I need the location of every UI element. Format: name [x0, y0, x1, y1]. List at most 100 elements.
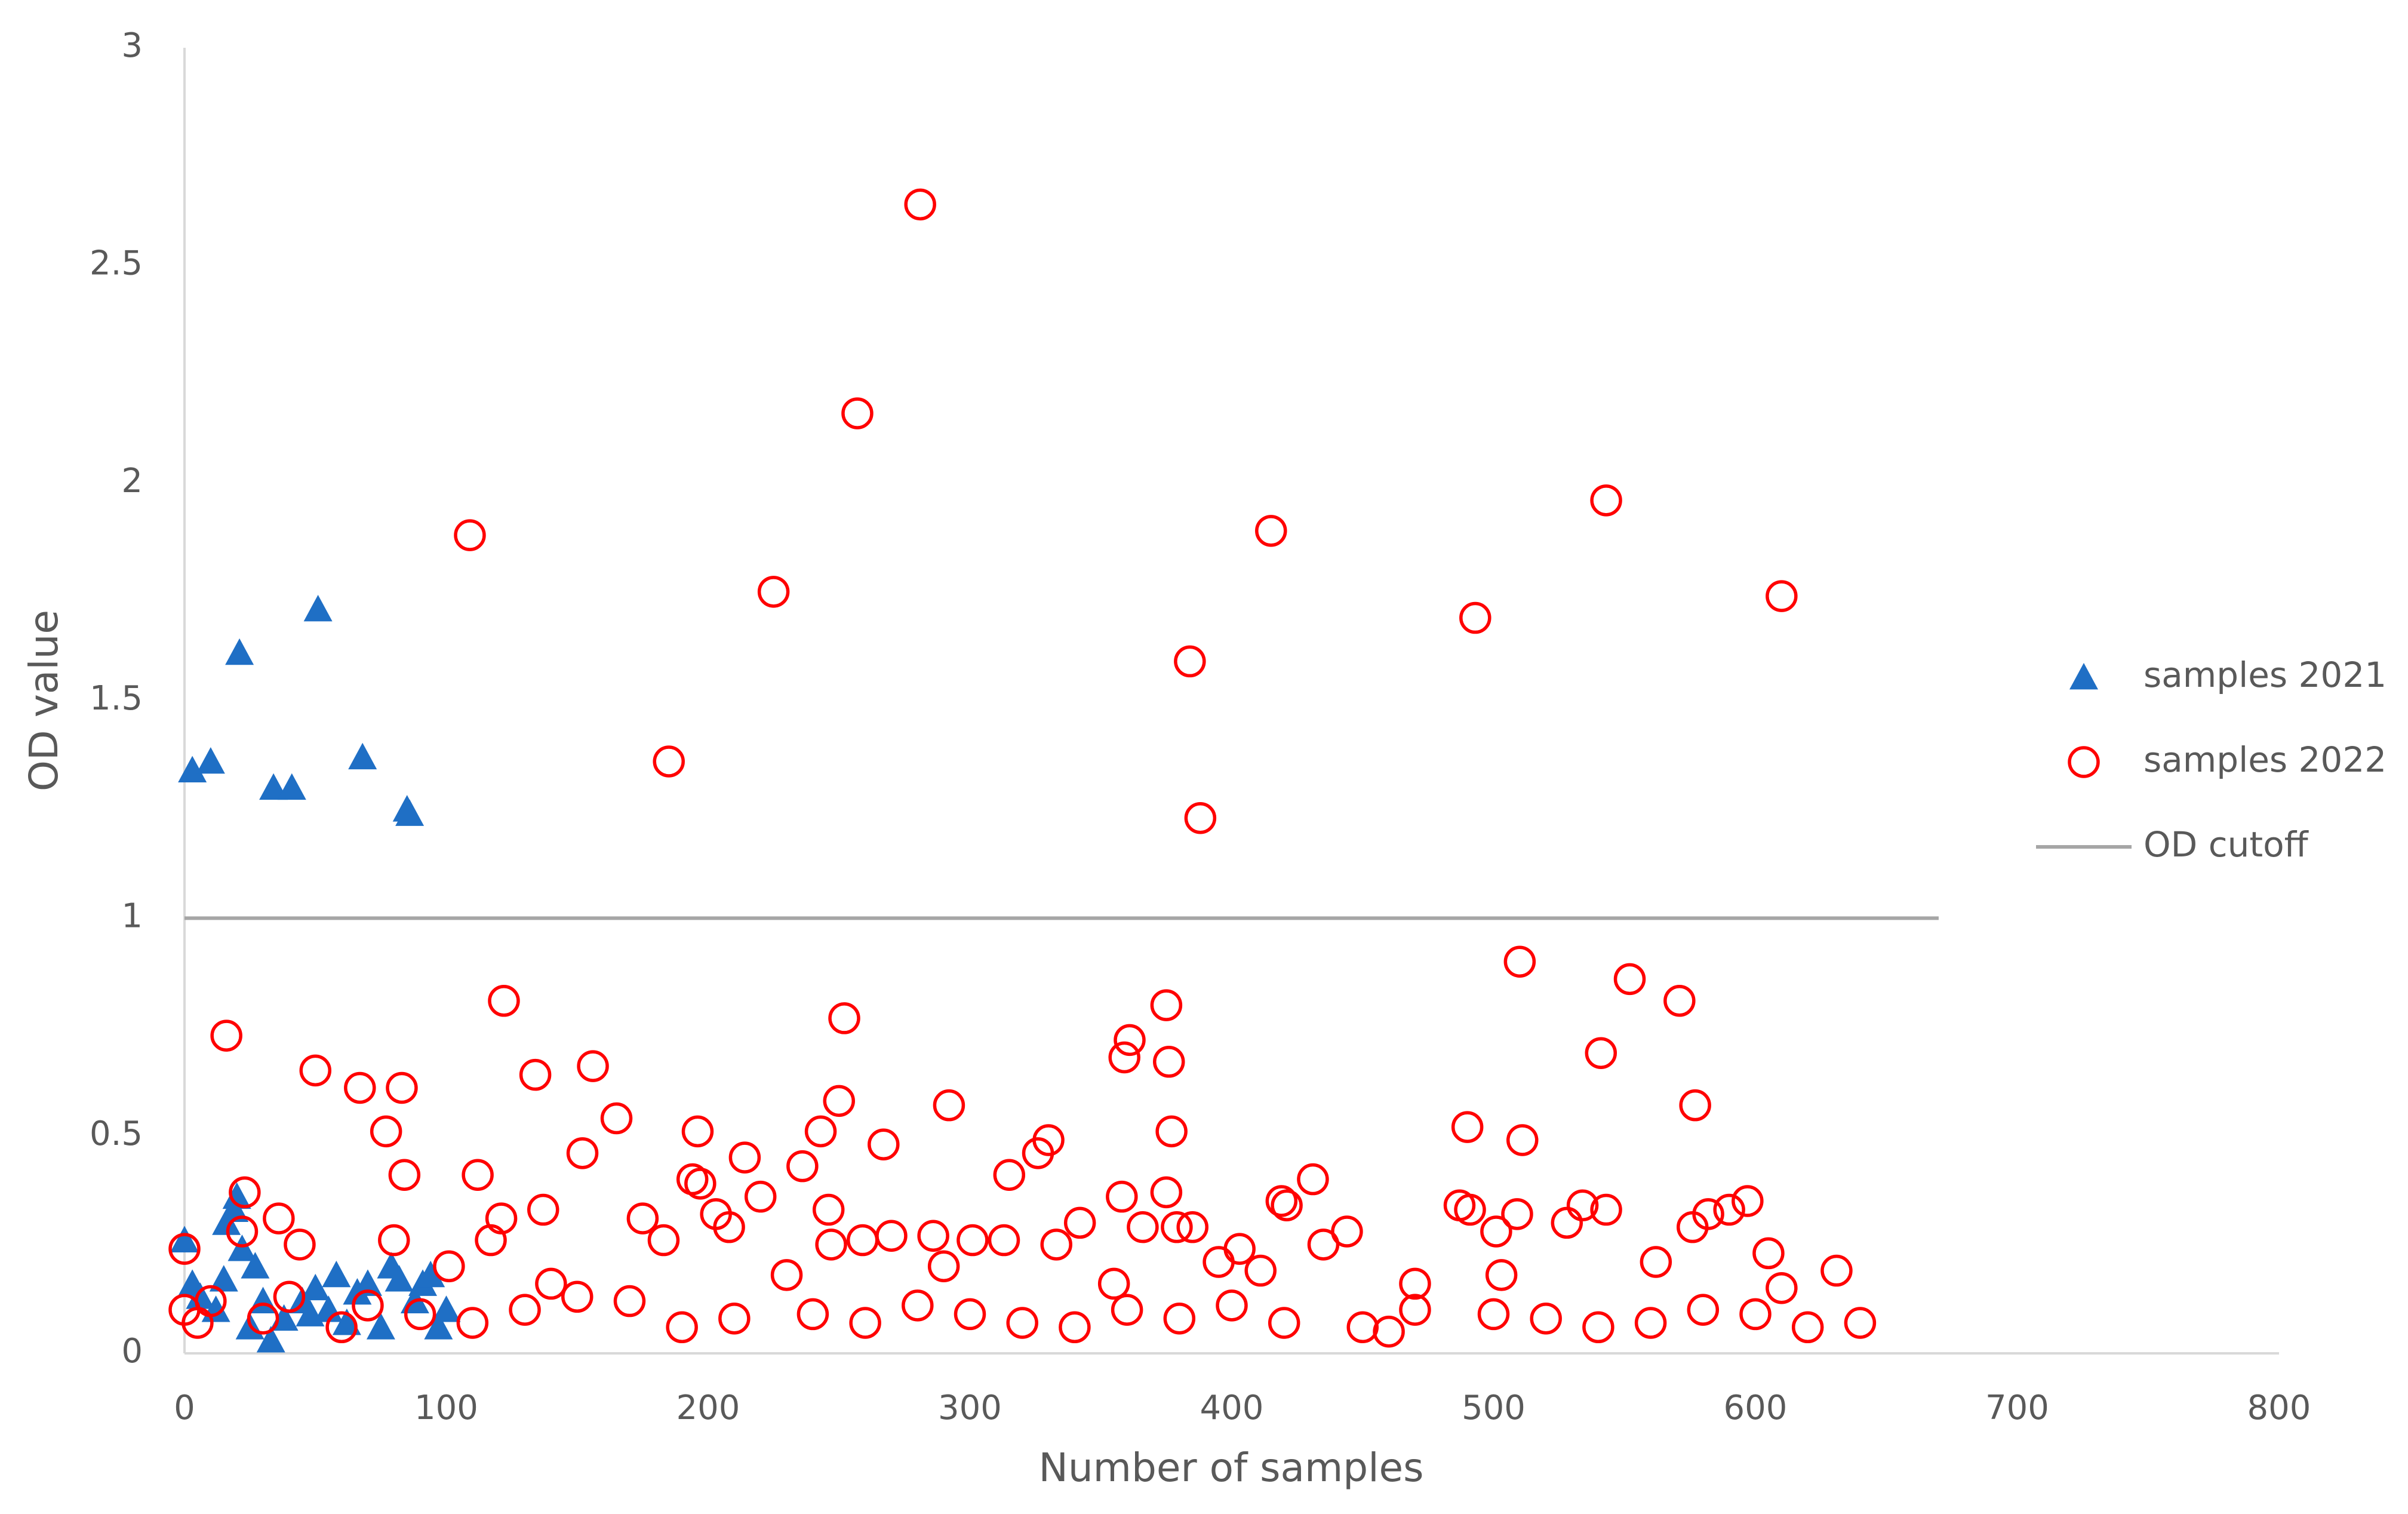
point — [1663, 985, 1696, 1017]
point — [728, 1141, 761, 1174]
legend-swatch — [2069, 663, 2098, 690]
point — [277, 773, 306, 800]
point — [195, 1285, 227, 1318]
point — [1022, 1137, 1054, 1169]
point — [1766, 580, 1798, 612]
point — [366, 1313, 395, 1340]
point — [796, 1298, 829, 1331]
x-tick-label: 500 — [1462, 1389, 1526, 1427]
point — [1687, 1294, 1720, 1326]
legend-label: samples 2022 — [2143, 739, 2387, 780]
point — [868, 1128, 900, 1160]
point — [577, 1050, 609, 1082]
point — [600, 1102, 633, 1135]
point — [718, 1302, 751, 1335]
point — [225, 638, 254, 665]
point — [1477, 1298, 1510, 1331]
y-tick-label: 2.5 — [90, 244, 143, 282]
point — [256, 1326, 285, 1353]
point — [241, 1252, 270, 1279]
point — [1590, 1193, 1622, 1226]
point — [927, 1250, 960, 1283]
series — [168, 188, 1877, 1348]
point — [804, 1115, 837, 1148]
point — [227, 1234, 257, 1261]
point — [849, 1307, 881, 1339]
point — [786, 1150, 819, 1183]
point — [681, 1115, 714, 1148]
point — [229, 1176, 261, 1209]
point — [456, 1307, 489, 1339]
point — [1732, 1185, 1764, 1217]
point — [1766, 1272, 1798, 1304]
y-tick-label: 2 — [121, 462, 143, 500]
point — [247, 1302, 279, 1335]
point — [1223, 1233, 1256, 1265]
point — [424, 1313, 453, 1340]
point — [416, 1260, 445, 1288]
x-tick-label: 300 — [938, 1389, 1002, 1427]
point — [352, 1289, 384, 1322]
point — [875, 1220, 908, 1252]
y-axis-title: OD value — [21, 610, 67, 791]
point — [1184, 801, 1217, 834]
point — [1176, 1211, 1208, 1243]
point — [1150, 1176, 1183, 1209]
point — [988, 1224, 1020, 1257]
point — [1454, 1193, 1486, 1226]
point — [284, 1229, 316, 1261]
point — [626, 1202, 659, 1234]
point — [168, 1233, 201, 1265]
point — [1692, 1198, 1724, 1230]
point — [566, 1137, 599, 1169]
point — [1399, 1267, 1431, 1300]
x-tick-label: 700 — [1985, 1389, 2049, 1427]
point — [1216, 1289, 1248, 1322]
point — [1108, 1041, 1140, 1074]
point — [846, 1224, 879, 1257]
point — [904, 188, 936, 221]
point — [1153, 1046, 1185, 1078]
point — [1530, 1302, 1562, 1335]
x-tick-label: 800 — [2247, 1389, 2311, 1427]
legend-label: OD cutoff — [2143, 824, 2309, 865]
point — [1111, 1294, 1143, 1326]
point — [209, 1265, 238, 1292]
point — [475, 1224, 507, 1257]
point — [1203, 1246, 1235, 1278]
point — [1006, 1307, 1038, 1339]
point — [933, 1089, 965, 1122]
point — [757, 576, 790, 608]
point — [178, 756, 207, 782]
point — [273, 1280, 306, 1313]
x-tick-label: 600 — [1724, 1389, 1788, 1427]
point — [210, 1019, 242, 1052]
point — [1097, 1267, 1130, 1300]
point — [226, 1215, 259, 1248]
point — [301, 1273, 330, 1301]
point — [1634, 1307, 1667, 1339]
point — [1271, 1189, 1303, 1222]
point — [823, 1085, 855, 1117]
point — [527, 1193, 559, 1226]
point — [404, 1298, 436, 1331]
point — [815, 1229, 847, 1261]
point — [1268, 1307, 1300, 1339]
point — [902, 1289, 934, 1322]
point — [1566, 1189, 1599, 1222]
point — [395, 799, 425, 826]
point — [1399, 1294, 1431, 1326]
point — [1791, 1311, 1824, 1344]
point — [1551, 1206, 1583, 1239]
point — [303, 594, 333, 622]
point — [433, 1250, 465, 1283]
point — [1739, 1298, 1772, 1331]
point — [1040, 1229, 1072, 1261]
y-tick-label: 0 — [121, 1332, 143, 1371]
point — [993, 1159, 1026, 1191]
point — [370, 1115, 402, 1148]
point — [1297, 1163, 1329, 1196]
point — [841, 397, 874, 429]
point — [770, 1259, 803, 1291]
point — [684, 1168, 716, 1200]
